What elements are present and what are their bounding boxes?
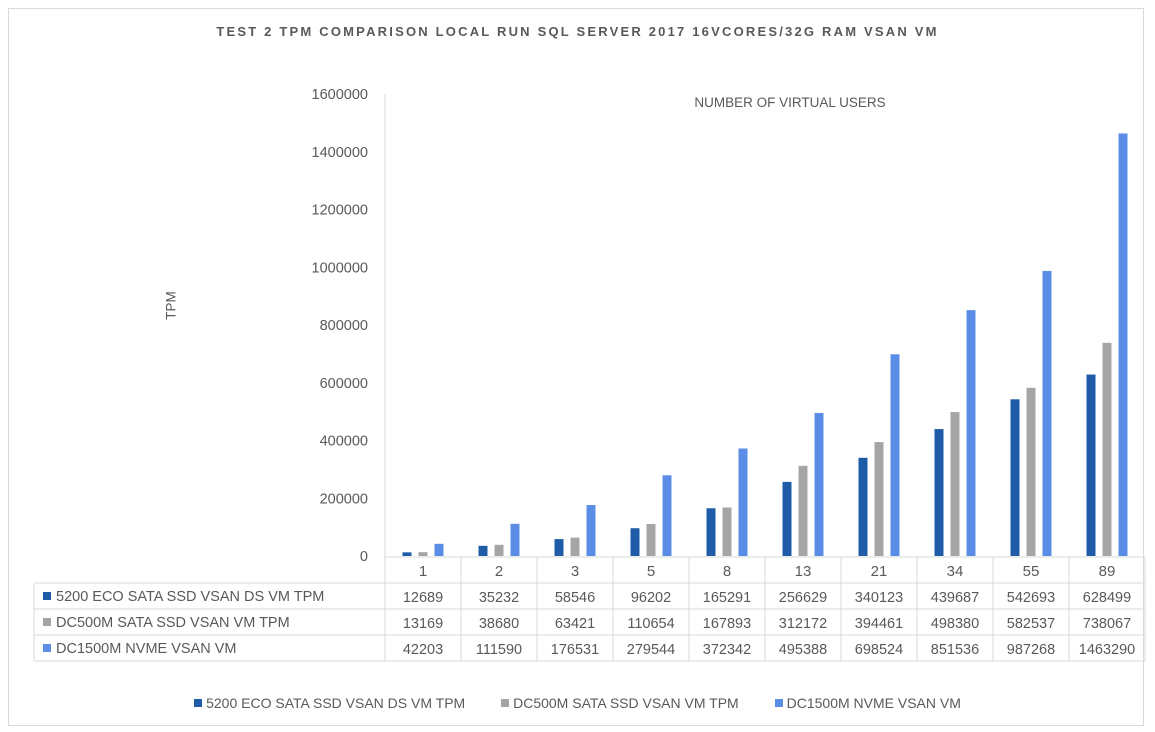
bar-1-1	[402, 552, 412, 556]
table-data-value: 628499	[1083, 590, 1131, 606]
table-data-value: 498380	[931, 616, 979, 632]
bar-3-34	[966, 310, 976, 556]
bar-1-21	[858, 457, 868, 556]
bar-1-5	[630, 528, 640, 556]
y-tick-label: 400000	[320, 434, 368, 450]
y-tick-label: 600000	[320, 376, 368, 392]
bar-2-2	[494, 544, 504, 556]
bar-3-3	[586, 505, 596, 556]
x-category-label: 5	[647, 563, 655, 580]
table-data-value: 372342	[703, 642, 751, 658]
table-data-value: 698524	[855, 642, 903, 658]
table-series-name: DC500M SATA SSD VSAN VM TPM	[56, 615, 290, 631]
bar-2-34	[950, 412, 960, 556]
table-data-value: 165291	[703, 590, 751, 606]
legend-label: DC500M SATA SSD VSAN VM TPM	[513, 695, 739, 711]
table-data-value: 738067	[1083, 616, 1131, 632]
chart-title: TEST 2 TPM COMPARISON LOCAL RUN SQL SERV…	[216, 24, 939, 39]
bar-1-13	[782, 481, 792, 556]
bar-3-55	[1042, 270, 1052, 556]
table-data-value: 542693	[1007, 590, 1055, 606]
bar-2-5	[646, 524, 656, 556]
legend-swatch	[194, 699, 203, 707]
bar-2-8	[722, 507, 732, 556]
y-tick-label: 1000000	[312, 260, 368, 276]
bar-3-1	[434, 543, 444, 556]
table-series-name: DC1500M NVME VSAN VM	[56, 641, 237, 657]
y-tick-label: 1200000	[312, 203, 368, 219]
legend-swatch	[501, 699, 510, 707]
table-series-name: 5200 ECO SATA SSD VSAN DS VM TPM	[56, 589, 324, 605]
bar-2-21	[874, 442, 884, 556]
table-data-value: 42203	[403, 642, 443, 658]
legend-item-dc500m: DC500M SATA SSD VSAN VM TPM	[501, 695, 739, 711]
bar-1-89	[1086, 374, 1096, 556]
legend-label: DC1500M NVME VSAN VM	[786, 695, 961, 711]
bar-3-21	[890, 354, 900, 556]
table-data-value: 58546	[555, 590, 595, 606]
table-data-value: 1463290	[1079, 642, 1135, 658]
y-tick-label: 800000	[320, 318, 368, 334]
table-data-value: 340123	[855, 590, 903, 606]
legend-item-5200-eco: 5200 ECO SATA SSD VSAN DS VM TPM	[194, 695, 465, 711]
bar-1-2	[478, 545, 488, 556]
table-data-value: 35232	[479, 590, 519, 606]
y-tick-label: 200000	[320, 491, 368, 507]
table-data-value: 582537	[1007, 616, 1055, 632]
bar-3-2	[510, 523, 520, 556]
x-category-label: 8	[723, 563, 731, 580]
table-data-value: 394461	[855, 616, 903, 632]
table-data-value: 111590	[476, 642, 522, 658]
table-data-value: 851536	[931, 642, 979, 658]
x-category-label: 34	[947, 563, 964, 580]
bar-3-13	[814, 412, 824, 556]
table-data-value: 13169	[403, 616, 443, 632]
bar-3-5	[662, 475, 672, 556]
bar-2-89	[1102, 342, 1112, 556]
legend-swatch	[774, 699, 783, 707]
legend-item-dc1500m: DC1500M NVME VSAN VM	[774, 695, 961, 711]
table-data-value: 12689	[403, 590, 443, 606]
table-data-value: 96202	[631, 590, 671, 606]
bar-2-55	[1026, 387, 1036, 556]
table-data-value: 279544	[627, 642, 675, 658]
x-category-label: 1	[419, 563, 427, 580]
x-category-label: 55	[1023, 563, 1040, 580]
table-data-value: 63421	[555, 616, 595, 632]
table-data-value: 110654	[627, 616, 674, 632]
table-data-value: 256629	[779, 590, 827, 606]
x-category-label: 89	[1099, 563, 1116, 580]
x-category-label: 2	[495, 563, 503, 580]
table-data-value: 495388	[779, 642, 827, 658]
bar-1-8	[706, 508, 716, 556]
y-tick-label: 0	[360, 549, 368, 565]
bar-2-13	[798, 465, 808, 556]
bar-1-55	[1010, 399, 1020, 556]
table-data-value: 167893	[703, 616, 751, 632]
x-category-label: 13	[795, 563, 812, 580]
table-data-value: 987268	[1007, 642, 1055, 658]
table-data-value: 312172	[779, 616, 827, 632]
bar-2-1	[418, 552, 428, 556]
table-data-value: 439687	[931, 590, 979, 606]
legend: 5200 ECO SATA SSD VSAN DS VM TPM DC500M …	[0, 695, 1155, 711]
chart-frame	[8, 8, 1144, 726]
table-data-value: 176531	[551, 642, 599, 658]
y-tick-label: 1400000	[312, 145, 368, 161]
table-legend-key	[43, 644, 51, 652]
bar-1-34	[934, 429, 944, 556]
x-category-label: 3	[571, 563, 579, 580]
bar-2-3	[570, 537, 580, 556]
y-tick-label: 1600000	[312, 87, 368, 103]
table-legend-key	[43, 618, 51, 626]
x-axis-title: NUMBER OF VIRTUAL USERS	[694, 95, 886, 110]
bar-1-3	[554, 539, 564, 556]
bar-3-8	[738, 448, 748, 556]
legend-label: 5200 ECO SATA SSD VSAN DS VM TPM	[206, 695, 466, 711]
table-legend-key	[43, 592, 51, 600]
table-data-value: 38680	[479, 616, 519, 632]
bar-3-89	[1118, 133, 1128, 556]
x-category-label: 21	[871, 563, 888, 580]
